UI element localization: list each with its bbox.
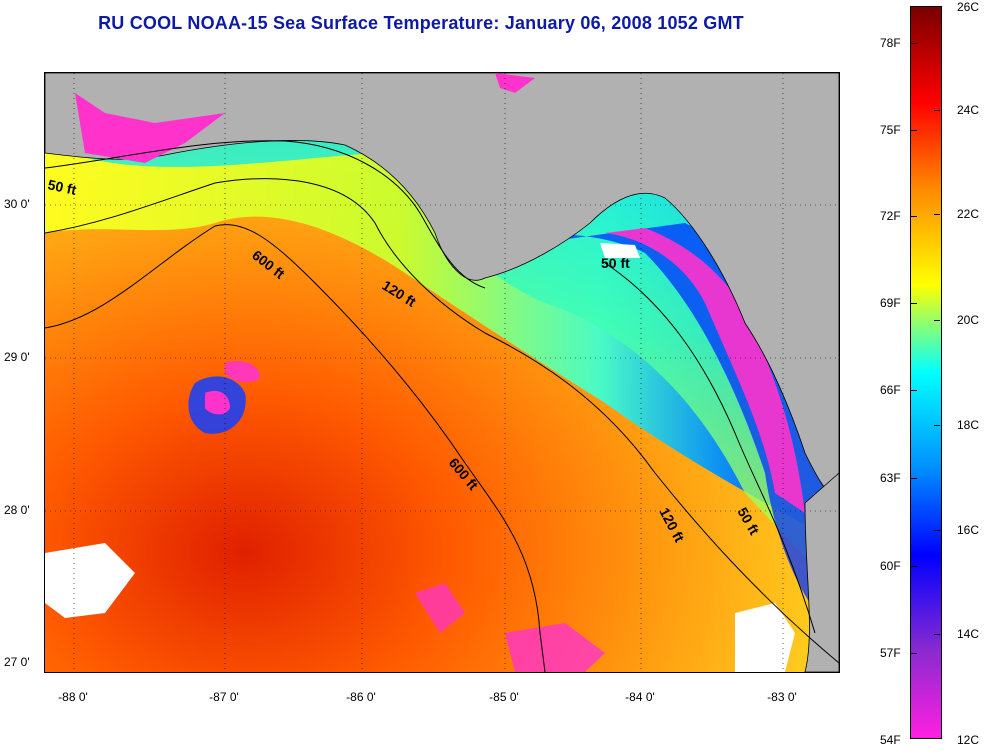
sst-map: 50 ft 600 ft 120 ft 50 ft 600 ft 120 ft … [44, 72, 840, 673]
colorbar-celsius-label: 24C [957, 103, 980, 117]
cloud-patch [225, 361, 260, 383]
isobath-50ft-north [45, 140, 486, 289]
isobath-120ft [45, 178, 839, 664]
colorbar-fahrenheit-label: 60F [880, 559, 901, 573]
colorbar-tick [911, 43, 917, 44]
longitude-label: -87 0' [209, 690, 239, 704]
latitude-label: 29 0' [4, 350, 30, 364]
colorbar-fahrenheit-label: 54F [880, 733, 901, 747]
land-area [45, 73, 839, 504]
cloud-patch [415, 583, 465, 633]
coastal-cloud-mask [605, 228, 805, 513]
colorbar-tick [911, 303, 917, 304]
colorbar-tick [911, 478, 917, 479]
colorbar-fahrenheit-label: 69F [880, 296, 901, 310]
colorbar-tick [911, 390, 917, 391]
colorbar-fahrenheit-label: 75F [880, 123, 901, 137]
longitude-label: -84 0' [625, 690, 655, 704]
colorbar-tick [934, 425, 940, 426]
colorbar-tick [934, 634, 940, 635]
isobath-label: 50 ft [601, 255, 630, 271]
page-title: RU COOL NOAA-15 Sea Surface Temperature:… [98, 13, 744, 33]
colorbar-tick [911, 130, 917, 131]
cloud-white-patch [45, 543, 135, 618]
colorbar-celsius-label: 14C [957, 627, 980, 641]
colorbar-celsius-label: 18C [957, 418, 980, 432]
colorbar-tick [911, 216, 917, 217]
colorbar-celsius-label: 16C [957, 523, 980, 537]
colorbar-tick [934, 320, 940, 321]
longitude-label: -83 0' [767, 690, 797, 704]
isobath-50ft-east [604, 262, 816, 634]
colorbar-fahrenheit-label: 72F [880, 209, 901, 223]
colorbar-fahrenheit-label: 57F [880, 646, 901, 660]
colorbar-fahrenheit-label: 78F [880, 36, 901, 50]
colorbar-celsius-label: 22C [957, 207, 980, 221]
temperature-colorbar [910, 6, 942, 739]
land-area-east [804, 472, 839, 672]
latitude-label: 27 0' [4, 655, 30, 669]
colorbar-tick [911, 566, 917, 567]
colorbar-celsius-label: 20C [957, 313, 980, 327]
cloud-patch [505, 623, 605, 672]
longitude-label: -86 0' [346, 690, 376, 704]
colorbar-celsius-label: 26C [957, 0, 980, 14]
longitude-label: -85 0' [489, 690, 519, 704]
isobath-600ft [45, 224, 546, 672]
isobath-label: 50 ft [46, 176, 78, 198]
cloud-white-patch [735, 603, 795, 672]
bay-cloud-mask [75, 93, 225, 163]
latitude-label: 28 0' [4, 503, 30, 517]
colorbar-tick [934, 530, 940, 531]
colorbar-tick [911, 653, 917, 654]
longitude-label: -88 0' [58, 690, 88, 704]
cloud-patch [205, 390, 230, 415]
colorbar-celsius-label: 12C [957, 733, 980, 747]
colorbar-tick [934, 214, 940, 215]
sst-map-canvas: 50 ft 600 ft 120 ft 50 ft 600 ft 120 ft … [45, 73, 839, 672]
latitude-label: 30 0' [4, 197, 30, 211]
colorbar-tick [934, 110, 940, 111]
cloud-white-patch [600, 243, 640, 258]
colorbar-fahrenheit-label: 66F [880, 383, 901, 397]
colorbar-fahrenheit-label: 63F [880, 471, 901, 485]
nearshore-water [45, 73, 839, 593]
